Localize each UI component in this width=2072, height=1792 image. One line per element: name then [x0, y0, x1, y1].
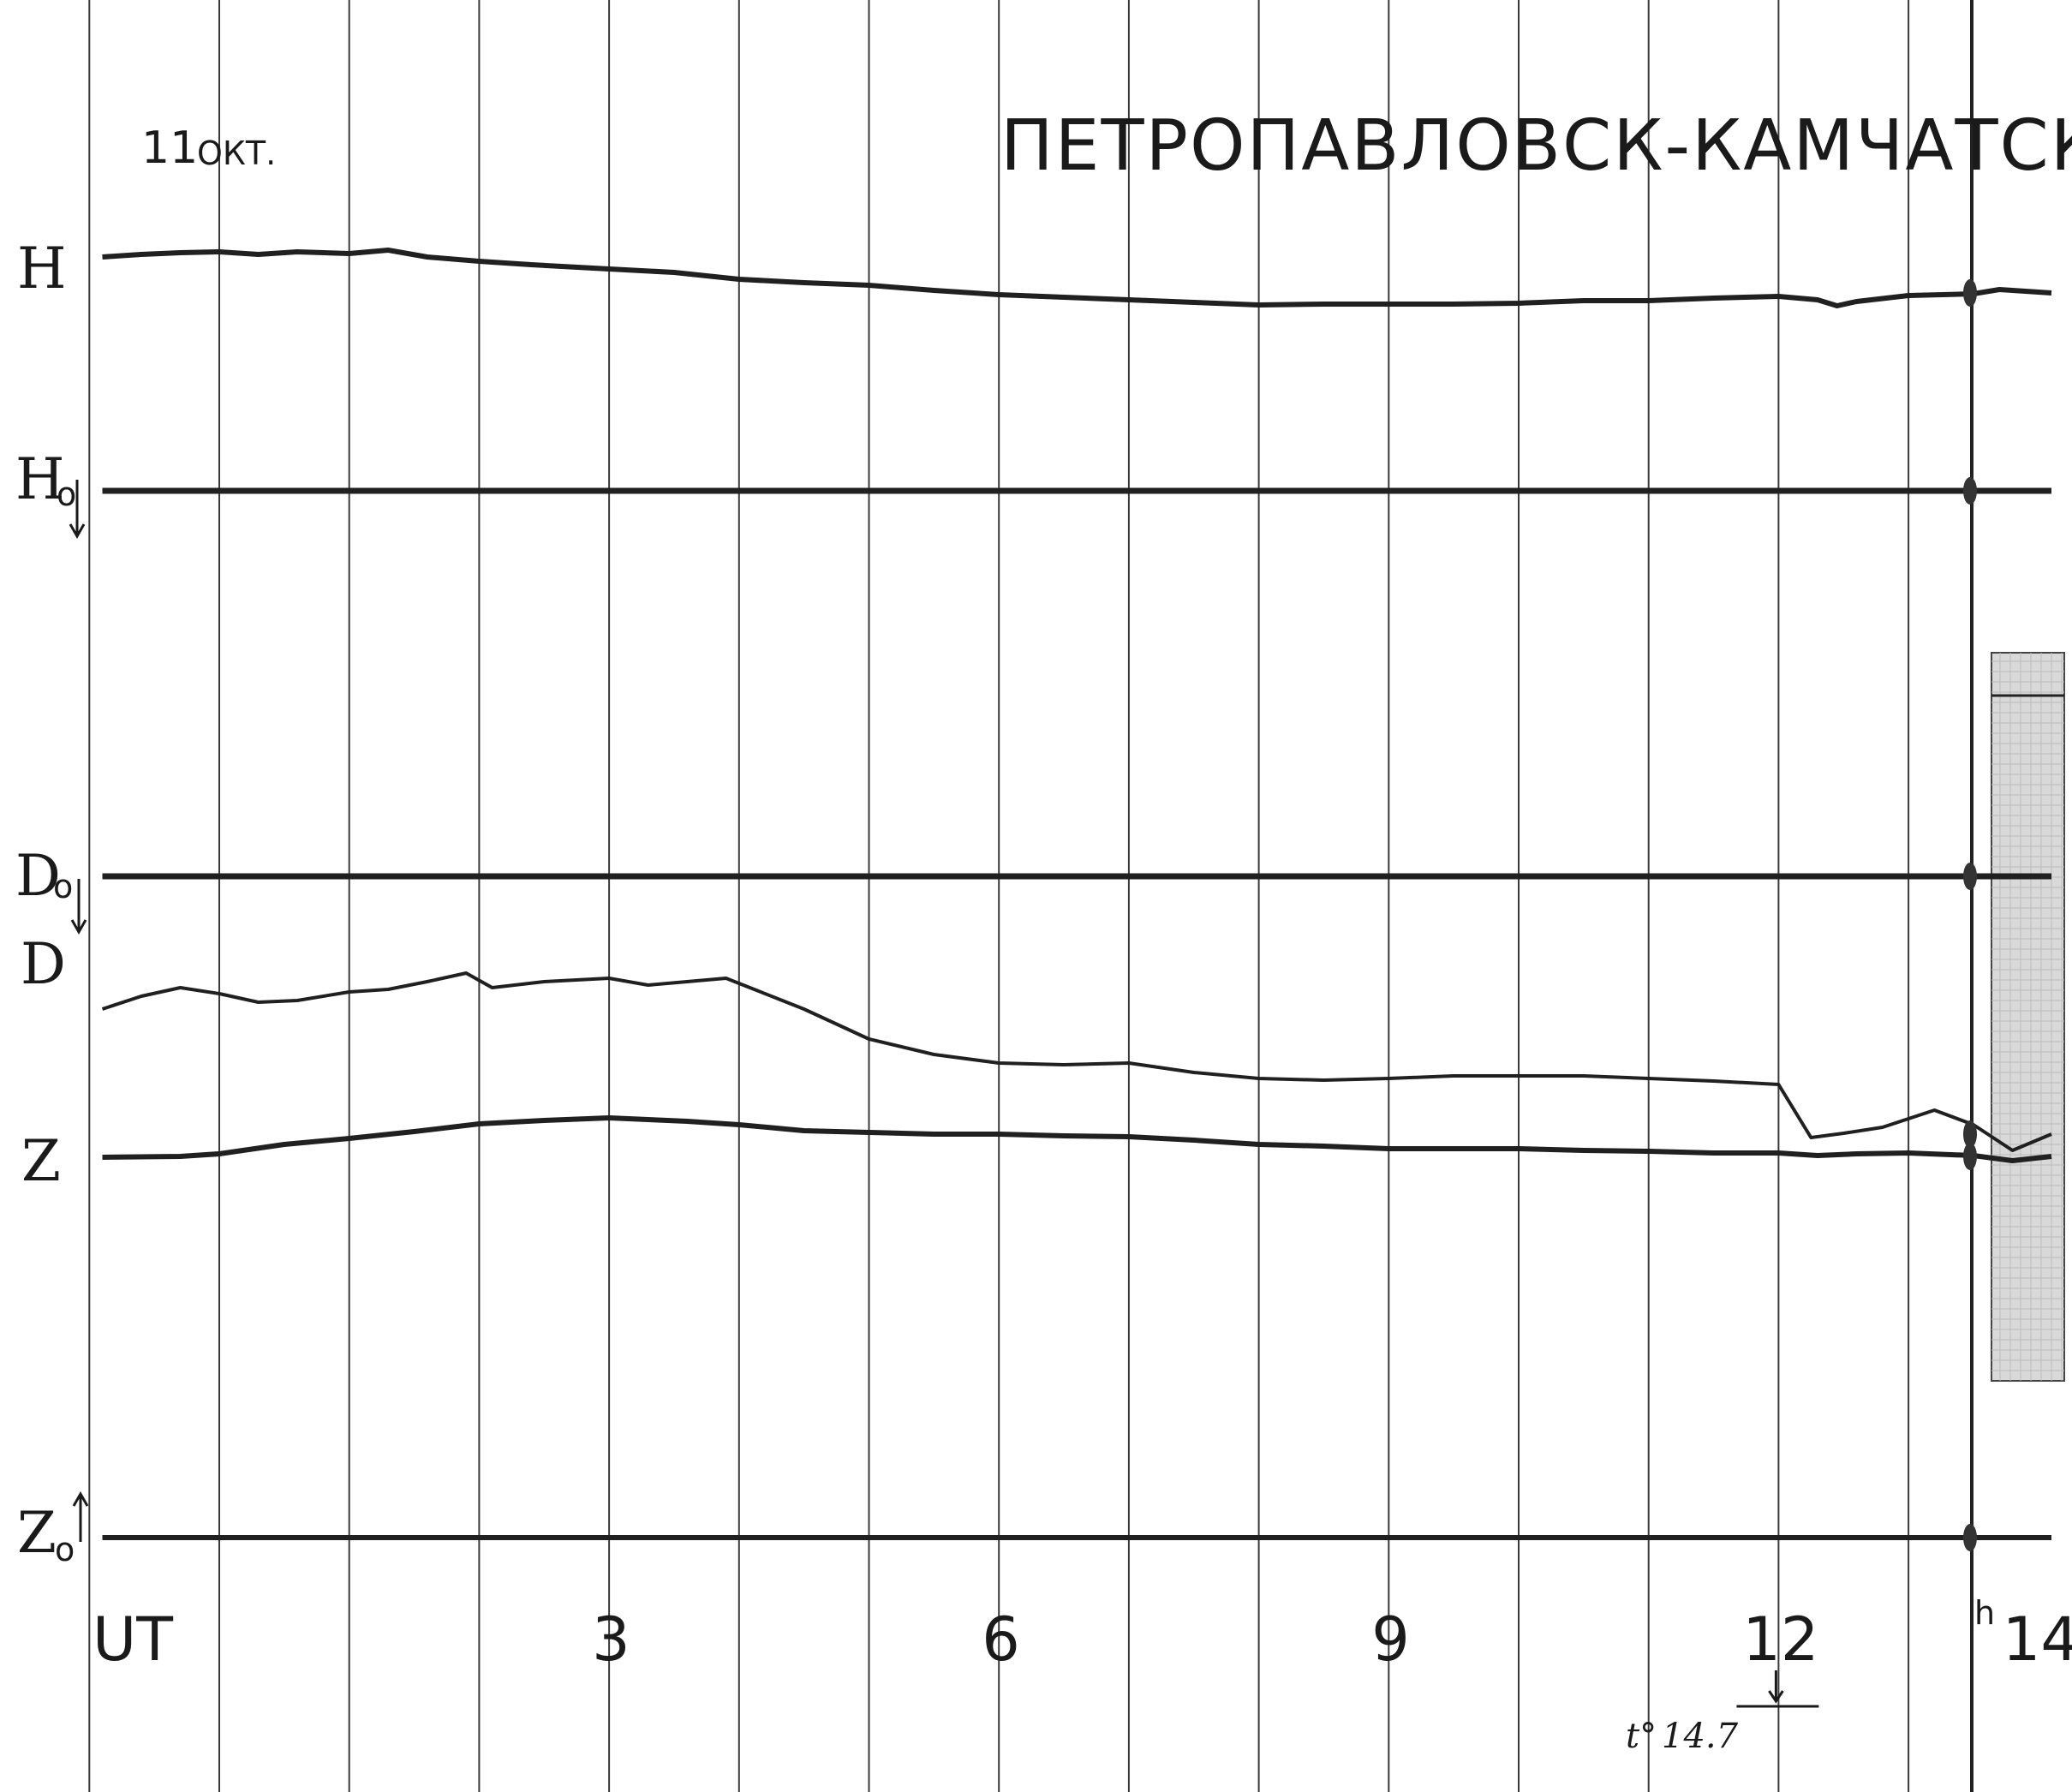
- channel-label-d0: D o: [15, 843, 87, 935]
- x-tick-label: 12: [1742, 1604, 1818, 1675]
- record-date: 11 ОКТ.: [141, 122, 276, 174]
- svg-text:D: D: [15, 843, 61, 909]
- x-axis: UT h 3 6 9 12 14: [93, 1594, 2072, 1675]
- channel-label-z: Z: [21, 1128, 61, 1194]
- channel-label-h0: H o: [15, 446, 86, 540]
- trace-d: [101, 971, 2052, 1152]
- channel-label-z0: Z o: [17, 1490, 89, 1568]
- trace-end-mark-z0: [1963, 1524, 1977, 1551]
- calibration-strip: [1991, 652, 2065, 1382]
- trace-end-mark-h: [1963, 279, 1977, 307]
- x-tick-label: 9: [1371, 1604, 1410, 1675]
- temperature-value: 14.7: [1662, 1717, 1739, 1756]
- channel-label-h: H: [17, 236, 67, 302]
- svg-text:o: o: [53, 868, 73, 905]
- trace-end-mark-h0: [1963, 477, 1977, 505]
- temperature-note: t° 14.7: [1626, 1670, 1819, 1756]
- station-title: ПЕТРОПАВЛОВСК-КАМЧАТСКИЙ: [1000, 104, 2072, 187]
- x-tick-label: 3: [592, 1604, 630, 1675]
- trace-z: [102, 1115, 2052, 1163]
- date-month: ОКТ.: [197, 134, 276, 172]
- x-axis-label: UT: [93, 1604, 173, 1675]
- trace-end-mark-d0: [1963, 863, 1977, 890]
- trace-h: [102, 248, 2052, 308]
- date-day: 11: [141, 122, 198, 174]
- trace-group: [101, 248, 2052, 1551]
- svg-text:Z: Z: [17, 1500, 57, 1566]
- x-tick-label: 14: [2003, 1604, 2072, 1675]
- trace-end-mark-d: [1963, 1120, 1977, 1148]
- x-axis-unit-mark: h: [1974, 1594, 1995, 1632]
- hour-gridlines: [88, 0, 1910, 1792]
- svg-text:o: o: [55, 1531, 75, 1568]
- svg-text:H: H: [15, 446, 65, 512]
- svg-text:o: o: [57, 475, 76, 513]
- x-tick-label: 6: [982, 1604, 1020, 1675]
- trace-end-mark-z: [1963, 1143, 1977, 1170]
- channel-label-d: D: [21, 931, 66, 997]
- temperature-symbol: t°: [1626, 1717, 1657, 1756]
